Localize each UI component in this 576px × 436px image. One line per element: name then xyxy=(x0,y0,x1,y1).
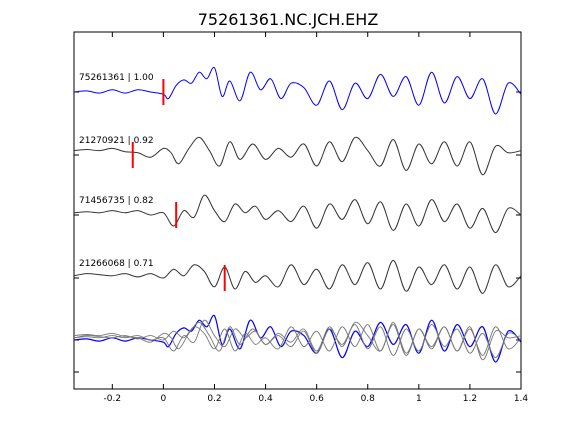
x-tick-label: 0 xyxy=(161,394,167,404)
plot-frame xyxy=(73,31,522,390)
x-tick-label: 1.4 xyxy=(514,394,529,404)
chart-title: 75261361.NC.JCH.EHZ xyxy=(198,10,379,29)
trace-label: 21266068 | 0.71 xyxy=(79,259,154,269)
trace-label: 21270921 | 0.92 xyxy=(79,136,154,146)
x-tick-label: 0.4 xyxy=(258,394,273,404)
stacked-traces-group xyxy=(73,314,522,363)
x-tick-label: -0.2 xyxy=(104,394,122,404)
trace-line xyxy=(73,66,522,115)
x-tick-label: 1.2 xyxy=(463,394,477,404)
trace-label: 71456735 | 0.82 xyxy=(79,196,154,206)
x-tick-label: 0.8 xyxy=(361,394,376,404)
trace-line xyxy=(73,259,522,294)
trace-line xyxy=(73,194,522,234)
trace-line xyxy=(73,136,522,176)
x-tick-label: 0.6 xyxy=(309,394,324,404)
trace-label: 75261361 | 1.00 xyxy=(79,73,154,83)
x-tick-label: 1 xyxy=(416,394,422,404)
traces-group: 75261361 | 1.00 21270921 | 0.92 71456735 |… xyxy=(73,66,522,294)
stacked-trace-line xyxy=(73,314,522,363)
x-tick-label: 0.2 xyxy=(207,394,221,404)
stacked-trace-line xyxy=(73,321,522,356)
stacked-trace-line xyxy=(73,319,522,359)
